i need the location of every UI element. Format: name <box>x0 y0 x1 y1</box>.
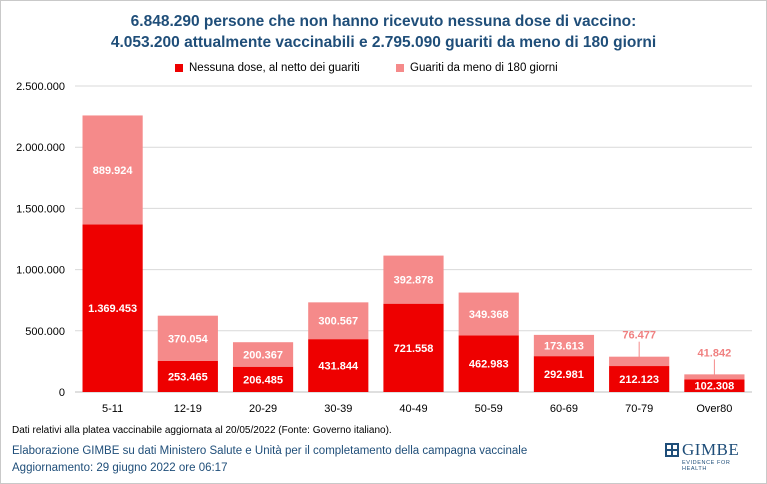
y-tick-label: 1.500.000 <box>16 203 65 215</box>
y-tick-label: 2.500.000 <box>16 81 65 93</box>
data-label-series-1: 1.369.453 <box>88 303 137 315</box>
x-tick-label: 20-29 <box>249 403 277 415</box>
x-tick-label: Over80 <box>696 403 732 415</box>
data-label-series-2: 300.567 <box>318 316 358 328</box>
bar-segment-series-1 <box>157 360 218 392</box>
x-tick-label: 40-49 <box>399 403 427 415</box>
logo-name: GIMBE <box>682 440 740 459</box>
chart-title-line-2: 4.053.200 attualmente vaccinabili e 2.79… <box>110 34 657 51</box>
y-tick-label: 2.000.000 <box>16 142 65 154</box>
update-timestamp: Aggiornamento: 29 giugno 2022 ore 06:17 <box>12 462 228 474</box>
bar-segment-series-2 <box>383 255 444 304</box>
chart-title-line-1: 6.848.290 persone che non hanno ricevuto… <box>130 13 637 30</box>
data-label-series-2: 370.054 <box>168 333 209 345</box>
gimbe-logo-icon <box>665 443 679 457</box>
bar-segment-series-1 <box>308 339 369 392</box>
bar-segment-series-2 <box>458 292 519 336</box>
legend-swatch-series-1 <box>175 64 183 72</box>
bar-segment-series-2 <box>609 356 670 367</box>
data-label-series-2: 200.367 <box>243 349 283 361</box>
bar-segment-series-1 <box>533 356 595 392</box>
legend-label-series-2: Guariti da meno di 180 giorni <box>410 62 558 74</box>
legend-item-series-2: Guariti da meno di 180 giorni <box>396 62 558 74</box>
legend-label-series-1: Nessuna dose, al netto dei guariti <box>189 62 360 74</box>
x-tick-label: 50-59 <box>475 403 503 415</box>
data-label-series-2: 349.368 <box>469 309 509 321</box>
x-tick-label: 30-39 <box>324 403 352 415</box>
data-label-series-2: 173.613 <box>544 341 584 353</box>
stacked-bar-chart: 0 500.000 1.000.000 1.500.000 2.000.000 2.500… <box>16 81 752 415</box>
data-label-series-2: 41.842 <box>698 347 732 359</box>
bar-segment-series-2 <box>232 342 294 367</box>
data-label-series-1: 292.981 <box>544 369 584 381</box>
x-tick-label: 12-19 <box>174 403 202 415</box>
data-label-series-2: 392.878 <box>394 275 434 287</box>
legend-swatch-series-2 <box>396 64 404 72</box>
bar-segment-series-2 <box>684 374 745 380</box>
data-label-series-1: 212.123 <box>619 374 659 386</box>
bar-segment-series-2 <box>157 315 218 361</box>
gimbe-logo: GIMBE EVIDENCE FOR HEALTH <box>665 440 757 472</box>
y-tick-label: 1.000.000 <box>16 265 65 277</box>
bar-segment-series-2 <box>82 115 143 225</box>
data-label-series-1: 431.844 <box>318 361 359 373</box>
bar-segment-series-1 <box>458 335 519 392</box>
bar-segment-series-1 <box>232 366 294 392</box>
logo-tagline: EVIDENCE FOR HEALTH <box>682 460 731 472</box>
bar-segment-series-2 <box>308 302 369 340</box>
legend-item-series-1: Nessuna dose, al netto dei guariti <box>175 62 360 74</box>
data-label-series-1: 721.558 <box>394 343 434 355</box>
bar-segment-series-2 <box>533 334 595 357</box>
x-tick-label: 5-11 <box>102 403 123 415</box>
data-label-series-1: 102.308 <box>695 381 735 393</box>
y-tick-label: 500.000 <box>25 326 65 338</box>
source-credit: Elaborazione GIMBE su dati Ministero Sal… <box>12 445 528 457</box>
data-label-series-1: 462.983 <box>469 359 509 371</box>
data-label-series-2: 76.477 <box>622 330 656 342</box>
x-tick-label: 60-69 <box>550 403 578 415</box>
x-tick-label: 70-79 <box>625 403 653 415</box>
data-label-series-1: 253.465 <box>168 371 208 383</box>
bar-segment-series-1 <box>82 224 143 392</box>
bar-segment-series-1 <box>609 366 670 392</box>
y-tick-label: 0 <box>59 387 65 399</box>
data-label-series-1: 206.485 <box>243 374 283 386</box>
data-label-series-2: 889.924 <box>93 165 134 177</box>
data-note: Dati relativi alla platea vaccinabile ag… <box>12 425 392 436</box>
bar-segment-series-1 <box>383 303 444 392</box>
bar-segment-series-1 <box>684 379 745 392</box>
